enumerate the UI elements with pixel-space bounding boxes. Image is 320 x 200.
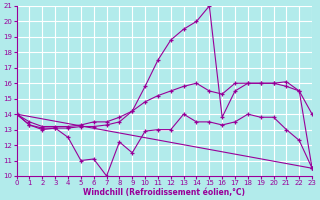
X-axis label: Windchill (Refroidissement éolien,°C): Windchill (Refroidissement éolien,°C) — [84, 188, 245, 197]
